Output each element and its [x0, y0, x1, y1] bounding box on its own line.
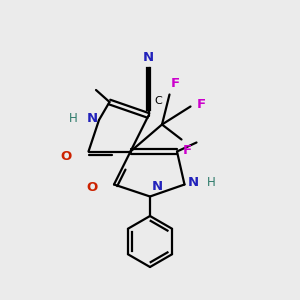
Text: F: F [183, 144, 192, 157]
Text: H: H [207, 176, 216, 190]
Text: F: F [196, 98, 206, 112]
Text: H: H [69, 112, 78, 125]
Text: N: N [188, 176, 199, 190]
Text: C: C [154, 97, 162, 106]
Text: N: N [143, 51, 154, 64]
Text: N: N [152, 181, 163, 194]
Text: O: O [86, 181, 98, 194]
Text: F: F [171, 77, 180, 90]
Text: O: O [61, 149, 72, 163]
Text: N: N [86, 112, 98, 125]
